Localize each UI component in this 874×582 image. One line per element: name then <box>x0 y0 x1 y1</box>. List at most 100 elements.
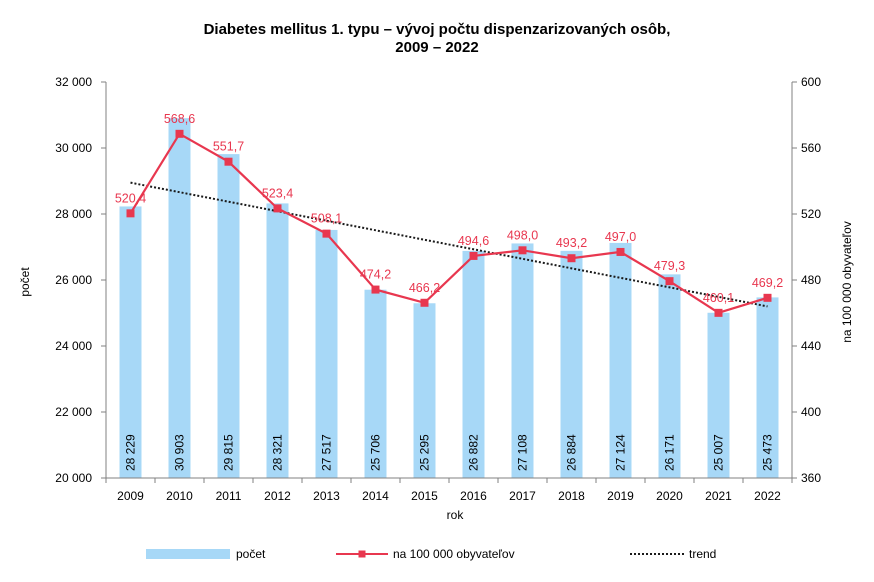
x-tick-label: 2012 <box>264 489 291 503</box>
y2-tick-label: 480 <box>801 273 821 287</box>
line-marker-2012 <box>273 204 282 213</box>
line-marker-2009 <box>126 209 135 218</box>
legend-label-bar: počet <box>236 547 266 561</box>
y2-tick-label: 520 <box>801 207 821 221</box>
bar-value-label: 26 884 <box>565 434 579 471</box>
line-marker-2018 <box>567 254 576 263</box>
y-tick-label: 30 000 <box>55 141 92 155</box>
line-labels: 520,4 568,6 551,7 523,4 508,1 474,2 466,2 494,6… <box>115 112 783 305</box>
series-line <box>129 132 768 315</box>
legend-marker-line <box>358 550 366 558</box>
line-value-label: 523,4 <box>262 186 293 200</box>
bar-2017 <box>511 243 534 478</box>
x-axis-title: rok <box>447 508 465 522</box>
x-tick-label: 2016 <box>460 489 487 503</box>
trend-series <box>130 181 768 308</box>
bar-2014 <box>364 289 387 478</box>
y-tick-label: 26 000 <box>55 273 92 287</box>
line-marker-2013 <box>322 229 331 238</box>
x-tick-label: 2015 <box>411 489 438 503</box>
bar-2010 <box>168 118 191 479</box>
y2-axis-title: na 100 000 obyvateľov <box>840 221 854 343</box>
y2-tick-label: 440 <box>801 339 821 353</box>
line-marker-2019 <box>616 247 625 256</box>
bar-value-label: 26 171 <box>663 434 677 471</box>
bar-value-label: 27 517 <box>320 434 334 471</box>
bar-value-label: 25 007 <box>712 434 726 471</box>
bar-value-label: 30 903 <box>173 434 187 471</box>
line-marker-2011 <box>224 157 233 166</box>
x-tick-label: 2011 <box>216 489 242 503</box>
bar-2021 <box>707 312 730 478</box>
bar-value-label: 28 229 <box>124 434 138 471</box>
x-tick-label: 2018 <box>558 489 585 503</box>
line-value-label: 497,0 <box>605 230 636 244</box>
y-tick-label: 20 000 <box>55 471 92 485</box>
line-marker-2021 <box>714 308 723 317</box>
bar-value-label: 27 124 <box>614 434 628 471</box>
y-axis-title: počet <box>18 267 32 297</box>
line-value-label: 493,2 <box>556 236 587 250</box>
line-value-label: 508,1 <box>311 212 342 226</box>
line-series <box>126 129 772 317</box>
bar-2016 <box>462 250 485 478</box>
bar-2018 <box>560 250 583 478</box>
line-marker-2022 <box>763 293 772 302</box>
legend: počet na 100 000 obyvateľov trend <box>146 547 716 561</box>
y2-tick-label: 400 <box>801 405 821 419</box>
line-value-label: 474,2 <box>360 268 391 282</box>
y2-tick-label: 600 <box>801 75 821 89</box>
x-tick-label: 2013 <box>313 489 340 503</box>
y2-tick-label: 560 <box>801 141 821 155</box>
y-tick-label: 22 000 <box>55 405 92 419</box>
chart-title-line1: Diabetes mellitus 1. typu – vývoj počtu … <box>204 21 671 38</box>
line-marker-2010 <box>175 129 184 138</box>
bar-2015 <box>413 303 436 478</box>
line-marker-2014 <box>371 285 380 294</box>
bar-series <box>119 118 779 479</box>
trend-line <box>130 181 768 308</box>
x-tick-label: 2019 <box>607 489 634 503</box>
chart-title-line2: 2009 – 2022 <box>395 39 478 56</box>
bar-2011 <box>217 154 240 479</box>
legend-label-line: na 100 000 obyvateľov <box>393 547 515 561</box>
x-tick-label: 2020 <box>656 489 683 503</box>
line-value-label: 551,7 <box>213 140 244 154</box>
y2-tick-label: 360 <box>801 471 821 485</box>
y-tick-label: 28 000 <box>55 207 92 221</box>
y-tick-label: 32 000 <box>55 75 92 89</box>
line-value-label: 568,6 <box>164 112 195 126</box>
bar-value-label: 25 473 <box>761 434 775 471</box>
bar-2009 <box>119 206 142 478</box>
bar-value-label: 25 706 <box>369 434 383 471</box>
x-tick-label: 2014 <box>362 489 389 503</box>
line-value-label: 520,4 <box>115 191 146 205</box>
line-marker-2016 <box>469 251 478 260</box>
line-marker-2020 <box>665 277 674 286</box>
line-marker-2017 <box>518 246 527 255</box>
bar-value-label: 28 321 <box>271 434 285 471</box>
x-tick-label: 2022 <box>754 489 781 503</box>
line-value-label: 494,6 <box>458 234 489 248</box>
line-marker-2015 <box>420 298 429 307</box>
bar-value-label: 25 295 <box>418 434 432 471</box>
y-tick-label: 24 000 <box>55 339 92 353</box>
x-tick-label: 2010 <box>166 489 193 503</box>
bar-2020 <box>658 274 681 478</box>
line-value-label: 466,2 <box>409 281 440 295</box>
line-value-label: 498,0 <box>507 228 538 242</box>
line-value-label: 460,1 <box>703 291 734 305</box>
legend-swatch-bar <box>146 549 230 559</box>
line-value-label: 469,2 <box>752 276 783 290</box>
bar-2022 <box>756 297 779 478</box>
bar-2019 <box>609 242 632 478</box>
legend-label-trend: trend <box>689 547 716 561</box>
x-tick-label: 2021 <box>705 489 732 503</box>
line-value-label: 479,3 <box>654 259 685 273</box>
x-tick-label: 2009 <box>117 489 144 503</box>
bar-labels: 28 229 30 903 29 815 28 321 27 517 25 706 25 2… <box>124 434 775 471</box>
bar-value-label: 29 815 <box>222 434 236 471</box>
bar-value-label: 26 882 <box>467 434 481 471</box>
bar-2013 <box>315 229 338 478</box>
